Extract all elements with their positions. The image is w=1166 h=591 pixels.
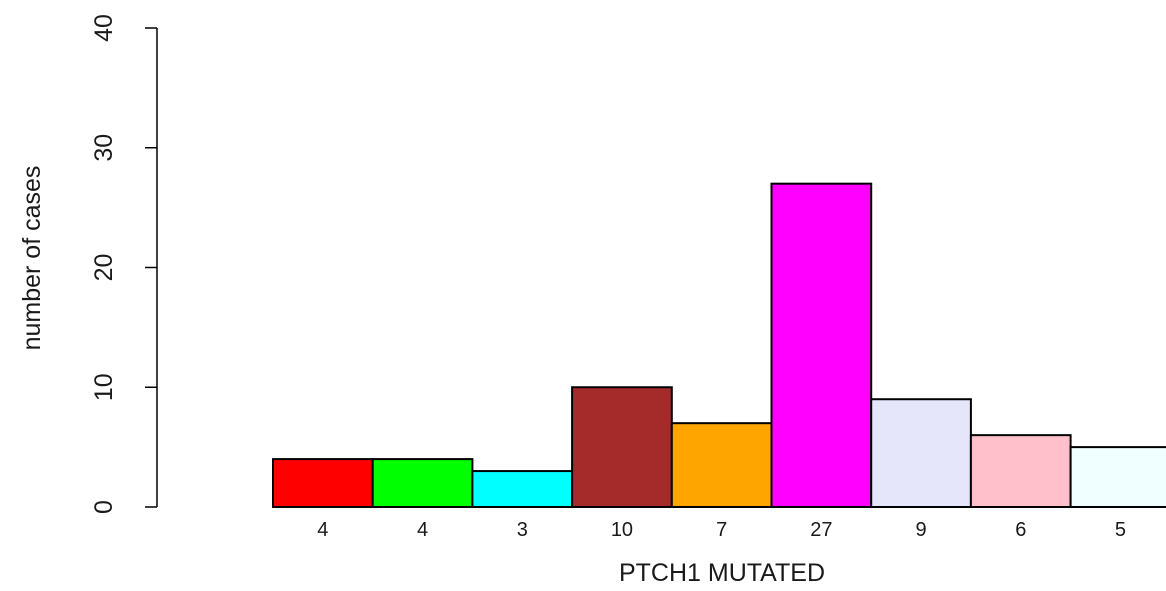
x-tick-label: 6 — [1015, 519, 1026, 541]
y-tick-label: 10 — [90, 373, 118, 401]
x-tick-label: 27 — [810, 519, 832, 541]
bar — [770, 182, 873, 509]
x-tick-label: 3 — [517, 519, 528, 541]
bar — [571, 386, 673, 508]
y-axis-title: number of cases — [18, 166, 46, 351]
bar — [1069, 446, 1166, 508]
x-tick-label: 10 — [611, 519, 633, 541]
bars — [272, 182, 1166, 509]
y-axis: 0 10 20 30 40 — [90, 14, 158, 514]
y-tick-label: 40 — [90, 14, 118, 42]
x-tick-labels: 4 4 3 10 7 27 9 6 5 — [317, 519, 1126, 541]
bar — [870, 398, 972, 509]
y-tick-label: 0 — [90, 500, 118, 514]
bar — [371, 458, 474, 509]
bar — [969, 434, 1072, 508]
bar — [272, 458, 374, 509]
x-axis-title: PTCH1 MUTATED — [619, 559, 825, 587]
y-tick-label: 30 — [90, 134, 118, 162]
x-tick-label: 5 — [1115, 519, 1126, 541]
bar — [471, 470, 574, 509]
x-tick-label: 7 — [716, 519, 727, 541]
x-tick-label: 9 — [915, 519, 926, 541]
x-tick-label: 4 — [417, 519, 428, 541]
bar — [670, 422, 773, 508]
y-tick-label: 20 — [90, 254, 118, 282]
x-tick-label: 4 — [317, 519, 328, 541]
